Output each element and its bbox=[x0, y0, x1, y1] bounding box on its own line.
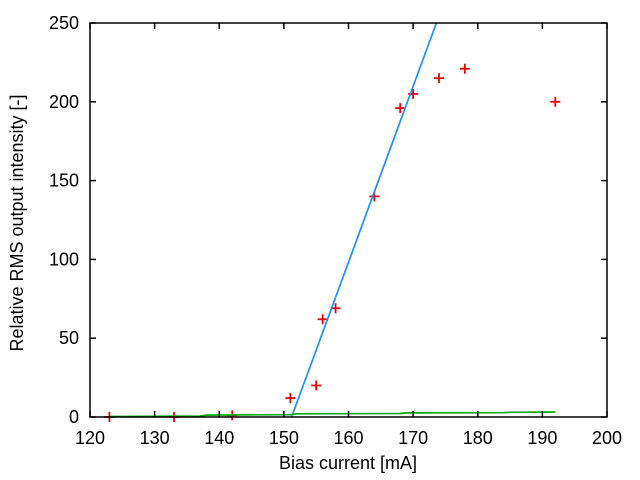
y-tick-label: 50 bbox=[59, 328, 79, 348]
x-tick-label: 200 bbox=[592, 428, 622, 448]
x-tick-label: 150 bbox=[269, 428, 299, 448]
x-tick-label: 160 bbox=[333, 428, 363, 448]
y-tick-label: 0 bbox=[69, 407, 79, 427]
y-tick-label: 200 bbox=[49, 92, 79, 112]
x-tick-label: 120 bbox=[75, 428, 105, 448]
plot-border bbox=[89, 22, 608, 418]
x-axis-label: Bias current [mA] bbox=[278, 453, 418, 473]
y-tick-label: 250 bbox=[49, 13, 79, 33]
x-tick-label: 180 bbox=[463, 428, 493, 448]
x-tick-label: 190 bbox=[527, 428, 557, 448]
threshold-fit-line bbox=[290, 22, 438, 418]
x-tick-label: 140 bbox=[204, 428, 234, 448]
y-tick-label: 150 bbox=[49, 171, 79, 191]
x-tick-label: 170 bbox=[398, 428, 428, 448]
below-threshold-baseline bbox=[109, 411, 556, 418]
y-tick-label: 100 bbox=[49, 249, 79, 269]
y-axis-label: Relative RMS output intensity [-] bbox=[7, 94, 27, 352]
x-tick-label: 130 bbox=[140, 428, 170, 448]
